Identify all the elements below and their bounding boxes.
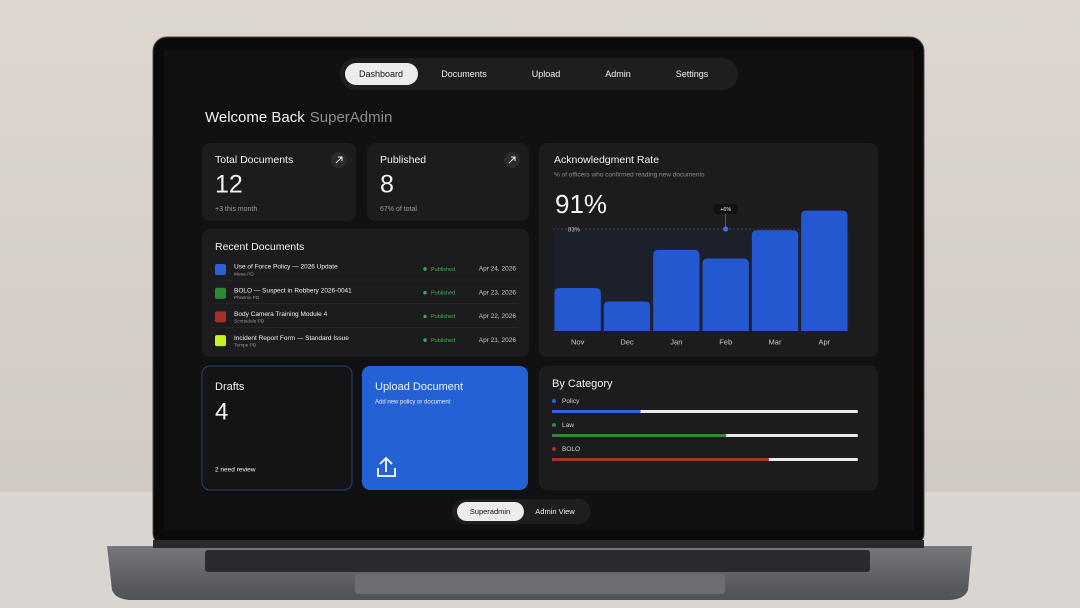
bar xyxy=(554,287,601,331)
category-dot xyxy=(552,423,556,427)
status-dot xyxy=(423,338,427,342)
nav: Dashboard Documents Upload Admin Settings xyxy=(345,63,709,85)
bar xyxy=(603,301,651,331)
drafts-card xyxy=(201,365,353,491)
category-bar xyxy=(552,434,727,437)
category-list: Policy Law BOLO xyxy=(552,398,858,461)
recent-card xyxy=(202,229,529,357)
bar xyxy=(702,258,749,331)
nav-item[interactable]: Admin xyxy=(605,69,631,79)
doc-title[interactable]: Body Camera Training Module 4 xyxy=(234,311,328,318)
doc-date: Apr 24, 2026 xyxy=(479,266,517,273)
x-tick-label: Jan xyxy=(670,337,682,346)
status-dot xyxy=(423,267,427,271)
drafts-count: 4 xyxy=(215,398,228,425)
toggle-option[interactable]: Admin View xyxy=(535,507,575,516)
doc-status: Published xyxy=(431,338,455,344)
nav-item[interactable]: Documents xyxy=(441,69,487,79)
stat-label: Total Documents xyxy=(215,154,293,166)
nav-bar xyxy=(340,58,738,90)
chart-title: Acknowledgment Rate xyxy=(554,154,659,166)
doc-swatch xyxy=(215,287,226,299)
touchpad xyxy=(355,574,725,594)
upload-title[interactable]: Upload Document xyxy=(375,381,463,393)
annotation-badge xyxy=(713,204,738,214)
stat-card xyxy=(367,143,529,221)
stat-note: 67% of total xyxy=(380,206,417,213)
doc-swatch xyxy=(215,311,226,323)
nav-item[interactable]: Dashboard xyxy=(359,69,403,79)
bar xyxy=(751,230,799,331)
chart-subtitle: % of officers who confirmed reading new … xyxy=(554,172,705,179)
doc-status: Published xyxy=(431,267,455,273)
stat-link-icon[interactable] xyxy=(508,156,516,164)
bar xyxy=(801,210,848,331)
nav-item[interactable]: Settings xyxy=(676,69,709,79)
welcome: Welcome Back SuperAdmin xyxy=(205,109,392,126)
doc-title[interactable]: BOLO — Suspect in Robbery 2026-0041 xyxy=(234,287,352,294)
status-dot xyxy=(423,314,427,319)
doc-agency: Scottsdale PD xyxy=(234,319,265,325)
doc-date: Apr 21, 2026 xyxy=(479,337,517,344)
category-bar xyxy=(552,458,770,461)
view-toggle-options: Superadmin Admin View xyxy=(457,502,575,521)
doc-date: Apr 23, 2026 xyxy=(479,289,517,296)
doc-date: Apr 22, 2026 xyxy=(479,313,517,320)
status-dot xyxy=(423,291,427,295)
nav-active[interactable] xyxy=(345,63,418,85)
toggle-active[interactable] xyxy=(457,502,524,521)
stat-value: 12 xyxy=(215,171,243,199)
hinge xyxy=(153,540,924,548)
doc-status: Published xyxy=(431,314,455,320)
reference-label: 83% xyxy=(568,228,581,234)
category-name: Law xyxy=(562,422,574,429)
x-tick-label: Mar xyxy=(769,337,782,346)
stats: Total Documents 12 +3 this month Published 8… xyxy=(202,143,529,221)
x-tick-label: Feb xyxy=(719,337,732,346)
keyboard xyxy=(205,550,870,572)
user-name: SuperAdmin xyxy=(310,109,393,126)
drafts-note: 2 need review xyxy=(215,467,256,474)
doc-agency: Mesa PD xyxy=(234,271,254,277)
stat-link-icon[interactable] xyxy=(335,156,343,164)
greeting: Welcome Back xyxy=(205,109,305,126)
x-tick-label: Nov xyxy=(571,337,585,346)
reference-area xyxy=(553,229,849,331)
x-tick-label: Apr xyxy=(818,337,830,346)
nav-item[interactable]: Upload xyxy=(532,69,561,79)
toggle-option[interactable]: Superadmin xyxy=(470,507,510,516)
chart: 83% Nov Dec Jan Feb Mar Apr +6% xyxy=(553,204,849,346)
doc-agency: Phoenix PD xyxy=(234,295,260,301)
stat-value: 8 xyxy=(380,171,394,199)
stat-card xyxy=(202,143,356,221)
category-title: By Category xyxy=(552,378,613,390)
recent-title: Recent Documents xyxy=(215,241,304,253)
category-name: Policy xyxy=(562,398,580,405)
stat-label: Published xyxy=(380,154,426,166)
upload-subtitle: Add new policy or document xyxy=(375,400,451,406)
doc-status: Published xyxy=(431,290,455,296)
annotation-dot xyxy=(723,226,729,232)
category-bar xyxy=(552,410,641,413)
doc-title[interactable]: Use of Force Policy — 2026 Update xyxy=(234,264,338,271)
doc-swatch xyxy=(215,264,226,275)
category-name: BOLO xyxy=(562,446,580,453)
category-dot xyxy=(552,399,556,403)
upload-icon[interactable] xyxy=(377,456,396,477)
bar xyxy=(653,249,700,331)
doc-agency: Tempe PD xyxy=(234,342,257,348)
upload-card[interactable] xyxy=(362,366,528,490)
annotation-label: +6% xyxy=(720,207,731,213)
drafts-title: Drafts xyxy=(215,381,245,393)
chart-headline: 91% xyxy=(555,189,607,219)
category-dot xyxy=(552,447,556,451)
x-tick-label: Dec xyxy=(620,337,634,346)
doc-swatch xyxy=(215,335,226,347)
stat-note: +3 this month xyxy=(215,206,257,213)
doc-title[interactable]: Incident Report Form — Standard Issue xyxy=(234,335,349,342)
